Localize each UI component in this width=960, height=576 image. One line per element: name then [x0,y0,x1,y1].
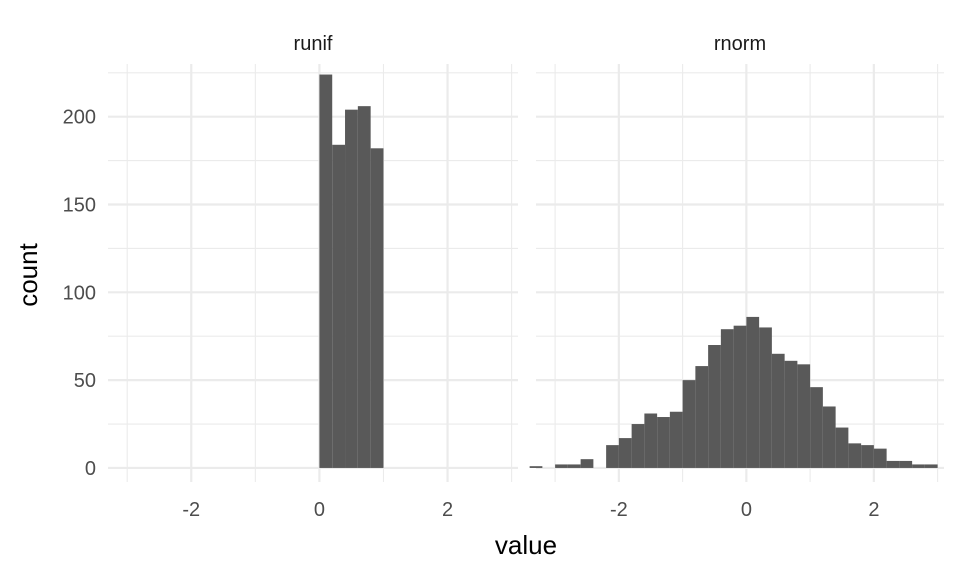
histogram-bar [822,406,836,468]
histogram-bar [720,329,734,468]
histogram-bar [835,427,849,468]
y-tick-label: 0 [85,458,96,480]
histogram-bar [370,148,384,468]
histogram-bar [886,460,900,468]
histogram-bar [357,106,371,468]
histogram-bar [708,345,721,468]
histogram-bar [555,464,568,468]
histogram-bar [580,459,594,468]
x-tick-label: 2 [442,499,453,521]
facet-panel-runif: runif -2 0 2 [108,33,518,521]
histogram-bar [733,325,747,468]
x-tick-label: -2 [610,499,628,521]
histogram-bar [797,364,811,468]
histogram-bar [784,360,798,468]
y-tick-label: 200 [63,107,96,129]
y-tick-label: 150 [63,195,96,217]
histogram-bar [657,417,670,468]
x-tick-label: 0 [741,499,752,521]
histogram-bar [332,144,346,468]
histogram-bar [899,460,913,468]
histogram-bar [529,466,543,468]
histogram-bar [873,448,887,468]
x-tick-label: -2 [182,499,200,521]
histogram-bar [771,353,785,468]
histogram-bar [746,316,760,468]
histogram-bar [618,438,632,468]
histogram-bar [606,445,619,468]
histogram-bar [345,109,358,468]
histogram-bar [695,366,709,468]
y-tick-label: 100 [63,282,96,304]
x-tick-label: 0 [314,499,325,521]
x-tick-label: 2 [868,499,879,521]
histogram-bar [682,380,696,468]
histogram-bar [644,413,658,468]
facet-strip-label: runif [294,33,333,55]
histogram-bar [861,445,874,468]
histogram-bar [631,424,645,468]
histogram-bar [759,327,772,468]
facet-panel-rnorm: rnorm -2 0 2 [529,33,944,521]
histogram-bar [810,387,823,468]
histogram-bar [848,443,862,468]
histogram-bar [567,464,581,468]
y-axis-title: count [13,242,43,306]
facet-strip-label: rnorm [714,33,766,55]
histogram-bar [924,464,938,468]
histogram-bar [912,464,925,468]
x-axis-title: value [495,530,557,560]
histogram-bar [319,74,333,468]
y-tick-label: 50 [74,370,96,392]
histogram-bar [669,411,683,468]
facet-panels: runif -2 0 2 rnorm -2 0 2 [108,33,944,521]
y-axis: 0 50 100 150 200 [63,107,96,480]
